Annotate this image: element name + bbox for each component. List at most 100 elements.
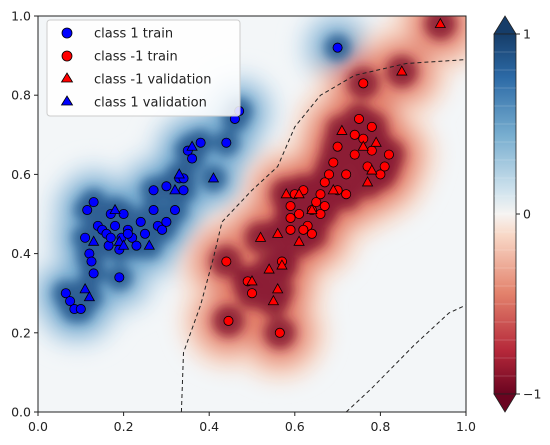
- data-point: [131, 240, 142, 251]
- data-point: [319, 177, 330, 188]
- data-point: [358, 78, 369, 89]
- data-point: [221, 256, 232, 267]
- data-point: [349, 149, 360, 160]
- data-point: [148, 205, 159, 216]
- data-point: [306, 228, 317, 239]
- data-point: [82, 205, 93, 216]
- data-point: [169, 205, 180, 216]
- data-point-triangle: [357, 140, 369, 151]
- data-point-triangle: [186, 140, 198, 151]
- data-point: [221, 137, 232, 148]
- y-tick-label: 0.2: [11, 325, 31, 340]
- series-class--1-validation: [246, 17, 446, 306]
- y-tick-label: 0.6: [11, 167, 31, 182]
- data-point: [161, 216, 172, 227]
- data-point-triangle: [306, 203, 318, 215]
- data-point: [285, 212, 296, 223]
- x-tick-label: 1.0: [456, 419, 476, 434]
- data-point-triangle: [117, 239, 130, 250]
- data-point-triangle: [173, 168, 185, 179]
- data-point: [315, 189, 326, 200]
- data-point-triangle: [293, 235, 305, 246]
- data-point-triangle: [361, 176, 374, 187]
- data-point: [246, 288, 257, 299]
- decision-boundary-dashed: [180, 59, 466, 412]
- data-point-triangle: [434, 17, 446, 28]
- legend-box: [46, 19, 241, 117]
- data-point: [319, 201, 330, 212]
- data-point: [311, 197, 322, 208]
- data-point: [178, 185, 189, 196]
- data-point: [88, 197, 99, 208]
- data-point: [187, 153, 198, 164]
- plot-frame: [37, 15, 467, 413]
- colorbar-tick-label: 0: [523, 207, 531, 222]
- colorbar: 1 0 −1: [493, 15, 541, 413]
- data-point: [383, 149, 394, 160]
- x-tick-label: 0.4: [199, 419, 219, 434]
- x-tick-label: 0.0: [28, 419, 48, 434]
- legend-label: class -1 train: [94, 50, 178, 65]
- data-point-triangle: [267, 294, 280, 306]
- data-point-triangle: [327, 184, 339, 195]
- data-point: [353, 113, 364, 124]
- data-point-triangle: [254, 231, 267, 242]
- data-point-triangle: [79, 283, 91, 294]
- data-point: [341, 189, 352, 200]
- colorbar-ticks: 1 0 −1: [516, 27, 541, 402]
- data-point: [298, 224, 309, 235]
- data-point: [274, 327, 285, 338]
- legend-label: class 1 validation: [94, 96, 207, 111]
- data-point: [161, 181, 172, 192]
- colorbar-tick-label: −1: [523, 387, 541, 402]
- data-point: [114, 272, 125, 283]
- series-class-1-validation: [79, 140, 220, 302]
- data-point: [148, 185, 159, 196]
- legend-label: class 1 train: [94, 27, 173, 42]
- data-point: [86, 256, 97, 267]
- data-point: [60, 288, 71, 299]
- data-point: [105, 232, 116, 243]
- data-point: [88, 268, 99, 279]
- x-tick-label: 0.6: [285, 419, 305, 434]
- y-tick-label: 0.4: [11, 246, 31, 261]
- data-point: [135, 216, 146, 227]
- data-point: [122, 228, 133, 239]
- data-point: [285, 224, 296, 235]
- legend-marker-class-1-train: [61, 50, 73, 62]
- data-point-triangle: [83, 290, 96, 302]
- colorbar-bands: [494, 51, 516, 377]
- data-point-triangle: [263, 263, 275, 274]
- x-tick-label: 0.2: [114, 419, 134, 434]
- x-axis: 0.0 0.2 0.4 0.6 0.8 1.0: [28, 412, 476, 434]
- data-point: [332, 141, 343, 152]
- data-point: [341, 169, 352, 180]
- data-point-triangle: [272, 227, 284, 238]
- legend-marker-class-1-validation: [60, 72, 74, 83]
- data-point: [75, 304, 86, 315]
- data-point: [157, 224, 168, 235]
- data-point-triangle: [336, 124, 348, 135]
- data-point: [139, 228, 150, 239]
- data-point: [285, 201, 296, 212]
- data-point: [349, 129, 360, 140]
- legend-marker-class1-validation: [60, 95, 74, 106]
- data-point: [332, 42, 343, 53]
- colorbar-extend-bottom: [493, 393, 517, 413]
- data-point-triangle: [276, 259, 288, 270]
- legend-label: class -1 validation: [94, 73, 212, 88]
- data-point: [379, 161, 390, 172]
- colorbar-tick-label: 1: [523, 27, 531, 42]
- plot-area: [37, 15, 467, 413]
- data-point-triangle: [207, 172, 220, 183]
- data-point: [324, 169, 335, 180]
- data-point: [294, 208, 305, 219]
- legend: class 1 train class -1 train class -1 va…: [46, 19, 241, 117]
- data-point-triangle: [169, 184, 181, 195]
- data-point: [195, 137, 206, 148]
- data-point-triangle: [370, 136, 382, 147]
- data-point-triangle: [280, 187, 292, 199]
- data-point-triangle: [246, 275, 258, 286]
- y-axis: 0.0 0.2 0.4 0.6 0.8 1.0: [11, 9, 38, 420]
